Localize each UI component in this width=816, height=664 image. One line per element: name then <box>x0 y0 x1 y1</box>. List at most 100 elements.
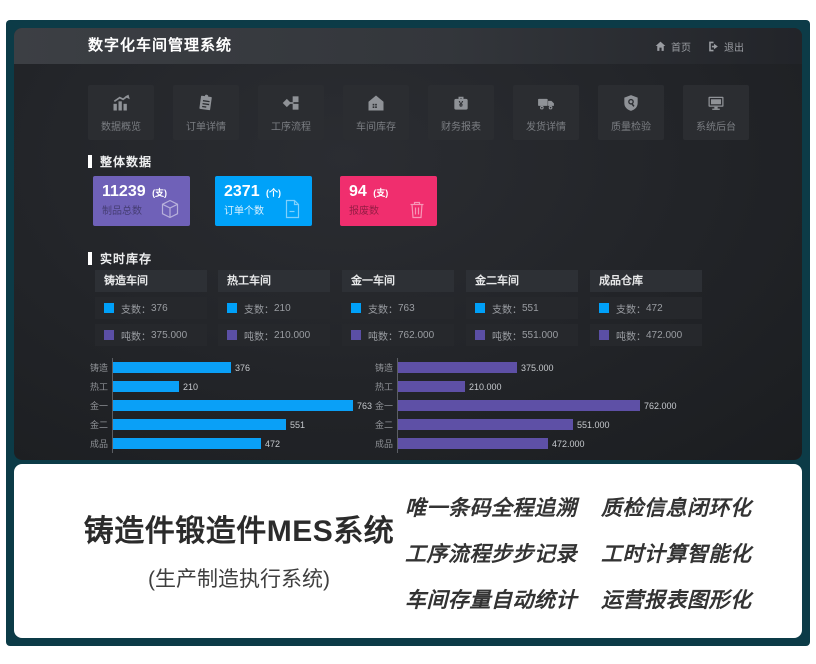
bar-track: 210 <box>112 377 404 396</box>
inventory-card-finished-goods: 成品仓库 支数： 472 吨数： 472.000 <box>590 270 702 346</box>
nav-label: 车间库存 <box>356 121 396 133</box>
nav-label: 发货详情 <box>526 121 566 133</box>
feature-item: 运营报表图形化 <box>601 589 752 612</box>
bar-value: 551.000 <box>577 419 610 430</box>
blue-legend-square <box>104 303 114 313</box>
flow-icon <box>282 95 299 110</box>
stat-card-order-count: 2371 (个) 订单个数 <box>215 176 312 226</box>
category-label: 成品 <box>374 439 393 449</box>
bar <box>398 400 640 411</box>
nav-label: 数据概览 <box>101 121 141 133</box>
nav-label: 质量检验 <box>611 121 651 133</box>
bar-row: 成品 472 <box>84 434 404 453</box>
feature-item: 质检信息闭环化 <box>601 497 752 520</box>
nav-item-finance-report[interactable]: ¥ 财务报表 <box>428 85 494 140</box>
bar <box>398 362 517 373</box>
finance-icon: ¥ <box>454 96 468 110</box>
inventory-count-row: 支数： 376 <box>95 297 207 319</box>
footer-panel: 铸造件锻造件MES系统 (生产制造执行系统) 唯一条码全程追溯 质检信息闭环化 … <box>14 464 802 638</box>
bar-value: 472.000 <box>552 438 585 449</box>
nav-item-data-overview[interactable]: 数据概览 <box>88 85 154 140</box>
stat-card-scrap-count: 94 (支) 报废数 <box>340 176 437 226</box>
section-title: 整体数据 <box>100 155 153 169</box>
bar <box>113 400 353 411</box>
bar-row: 热工 210.000 <box>369 377 689 396</box>
tons-label: 吨数： <box>368 331 398 343</box>
stat-line: 2371 (个) <box>224 183 303 201</box>
exit-button[interactable]: 退出 <box>707 39 744 54</box>
feature-item: 唯一条码全程追溯 <box>405 497 577 520</box>
count-value: 210 <box>274 302 291 314</box>
bar-chart-count: 铸造 376 热工 210 金一 763 金二 551 成品 472 <box>84 358 404 453</box>
bar-row: 金一 762.000 <box>369 396 689 415</box>
bar <box>113 381 179 392</box>
bar-track: 472.000 <box>397 434 689 453</box>
chart-icon <box>113 94 130 110</box>
inventory-card-jin2: 金二车间 支数： 551 吨数： 551.000 <box>466 270 578 346</box>
tons-value: 375.000 <box>151 329 188 341</box>
inventory-card-thermal: 热工车间 支数： 210 吨数： 210.000 <box>218 270 330 346</box>
tons-label: 吨数： <box>244 331 274 343</box>
bar-row: 热工 210 <box>84 377 404 396</box>
category-label: 成品 <box>89 439 108 449</box>
nav-item-workshop-inventory[interactable]: 车间库存 <box>343 85 409 140</box>
bar-value: 375.000 <box>521 362 554 373</box>
count-label: 支数： <box>616 304 646 316</box>
bar-track: 210.000 <box>397 377 689 396</box>
count-label: 支数： <box>121 304 151 316</box>
inventory-tons-row: 吨数： 210.000 <box>218 324 330 346</box>
home-label: 首页 <box>671 42 691 54</box>
bar-track: 551.000 <box>397 415 689 434</box>
nav-item-order-details[interactable]: 订单详情 <box>173 85 239 140</box>
tons-label: 吨数： <box>492 331 522 343</box>
bar-row: 金一 763 <box>84 396 404 415</box>
stat-value: 2371 <box>224 183 260 200</box>
purple-legend-square <box>104 330 114 340</box>
footer-title-block: 铸造件锻造件MES系统 (生产制造执行系统) <box>54 506 424 593</box>
stat-unit: (支) <box>373 188 389 198</box>
stat-unit: (支) <box>152 188 168 198</box>
bar-row: 成品 472.000 <box>369 434 689 453</box>
nav-item-shipping-details[interactable]: 发货详情 <box>513 85 579 140</box>
bar-value: 762.000 <box>644 400 677 411</box>
bar <box>398 419 573 430</box>
section-overall-data: 整体数据 <box>88 153 152 170</box>
inventory-card-jin1: 金一车间 支数： 763 吨数： 762.000 <box>342 270 454 346</box>
dashboard-panel: 数字化车间管理系统 首页 退出 数据概览 <box>14 28 802 460</box>
header-actions: 首页 退出 <box>654 28 744 64</box>
tons-value: 210.000 <box>274 329 311 341</box>
section-marker <box>88 252 92 265</box>
product-title: 铸造件锻造件MES系统 <box>83 515 395 548</box>
bar-row: 铸造 375.000 <box>369 358 689 377</box>
count-value: 472 <box>646 302 663 314</box>
inventory-count-row: 支数： 763 <box>342 297 454 319</box>
category-label: 金一 <box>374 401 393 411</box>
dashboard-header: 数字化车间管理系统 首页 退出 <box>14 28 802 64</box>
nav-item-process-flow[interactable]: 工序流程 <box>258 85 324 140</box>
bar <box>113 438 261 449</box>
feature-list: 唯一条码全程追溯 质检信息闭环化 工序流程步步记录 工时计算智能化 车间存量自动… <box>405 492 752 614</box>
nav-item-system-backend[interactable]: 系统后台 <box>683 85 749 140</box>
tons-value: 472.000 <box>646 329 683 341</box>
inventory-tons-row: 吨数： 551.000 <box>466 324 578 346</box>
stat-label: 报废数 <box>349 206 379 217</box>
count-value: 763 <box>398 302 415 314</box>
feature-item: 车间存量自动统计 <box>405 589 577 612</box>
tons-value: 762.000 <box>398 329 435 341</box>
bar-track: 763 <box>112 396 404 415</box>
bar-track: 472 <box>112 434 404 453</box>
svg-text:¥: ¥ <box>459 99 464 109</box>
blue-legend-square <box>599 303 609 313</box>
purple-legend-square <box>227 330 237 340</box>
tons-label: 吨数： <box>616 331 646 343</box>
tons-value: 551.000 <box>522 329 559 341</box>
category-label: 铸造 <box>374 363 393 373</box>
category-label: 热工 <box>89 382 108 392</box>
home-button[interactable]: 首页 <box>654 39 691 54</box>
nav-item-quality-inspection[interactable]: 质量检验 <box>598 85 664 140</box>
inventory-card-title: 铸造车间 <box>95 270 207 292</box>
shield-icon <box>624 94 638 111</box>
count-label: 支数： <box>368 304 398 316</box>
nav-label: 订单详情 <box>186 121 226 133</box>
